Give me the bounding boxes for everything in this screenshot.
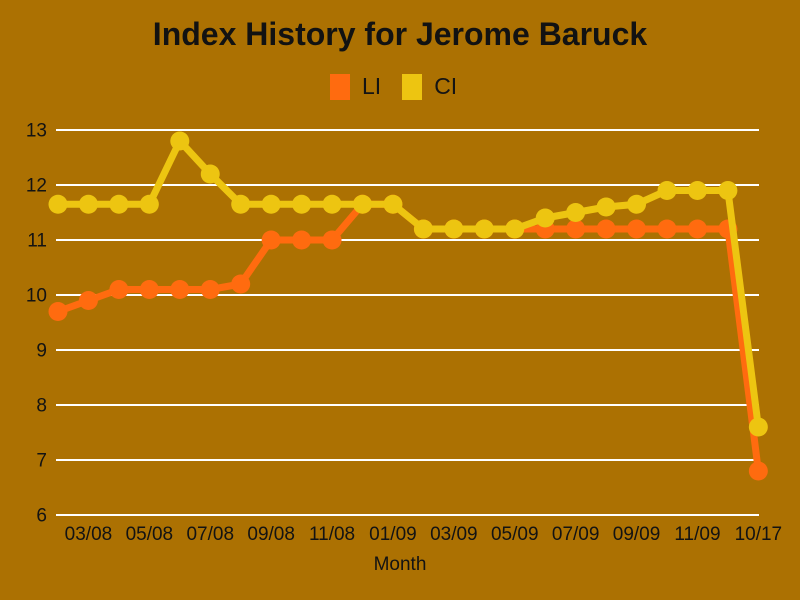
data-point-ci <box>139 194 159 214</box>
x-tick-label: 11/09 <box>674 524 720 545</box>
x-tick-label: 03/08 <box>65 524 113 545</box>
data-point-ci <box>200 164 220 184</box>
data-point-li <box>657 219 677 239</box>
data-point-li <box>78 291 98 310</box>
data-point-ci <box>109 194 129 214</box>
data-point-li <box>261 230 281 250</box>
data-point-li <box>322 230 342 250</box>
data-point-li <box>627 219 647 239</box>
data-point-ci <box>718 181 738 200</box>
x-tick-label: 05/09 <box>491 524 539 545</box>
x-tick-label: 03/09 <box>430 524 478 545</box>
data-point-ci <box>627 194 647 214</box>
x-tick-label: 10/17 <box>735 524 783 545</box>
data-point-ci <box>687 181 707 200</box>
y-tick-label: 11 <box>27 231 47 252</box>
data-point-li <box>139 280 159 299</box>
x-tick-label: 01/09 <box>369 524 417 545</box>
y-tick-label: 6 <box>36 506 47 527</box>
data-point-li <box>200 280 220 299</box>
x-tick-label: 07/09 <box>552 524 600 545</box>
x-tick-label: 05/08 <box>126 524 174 545</box>
data-point-ci <box>748 417 768 437</box>
series-line-li <box>54 200 762 475</box>
x-tick-label: 09/09 <box>613 524 661 545</box>
y-tick-label: 10 <box>26 286 47 307</box>
data-point-ci <box>48 194 68 214</box>
data-point-ci <box>261 194 281 214</box>
data-point-ci <box>231 194 251 214</box>
y-tick-label: 13 <box>26 121 47 142</box>
series-line-ci <box>54 137 762 431</box>
data-point-li <box>231 274 251 294</box>
y-tick-label: 8 <box>36 396 47 417</box>
y-tick-label: 7 <box>36 451 47 472</box>
data-point-li <box>566 219 586 239</box>
data-point-ci <box>566 203 586 222</box>
data-point-li <box>170 280 190 299</box>
data-point-ci <box>383 194 403 214</box>
data-point-ci <box>657 181 677 200</box>
data-point-ci <box>535 208 555 228</box>
data-point-ci <box>413 219 433 239</box>
data-point-ci <box>474 219 494 239</box>
data-point-ci <box>292 194 312 214</box>
legend: LI CI <box>330 73 478 100</box>
data-point-li <box>109 280 129 299</box>
y-tick-label: 12 <box>26 176 47 197</box>
data-point-ci <box>505 219 525 239</box>
x-axis-title: Month <box>373 554 427 575</box>
data-point-li <box>687 219 707 239</box>
data-point-ci <box>322 194 342 214</box>
x-tick-label: 07/08 <box>186 524 234 545</box>
data-point-ci <box>596 197 616 217</box>
legend-label-li: LI <box>362 73 382 99</box>
data-point-ci <box>170 131 190 151</box>
data-point-li <box>48 302 68 321</box>
data-point-ci <box>78 194 98 214</box>
data-point-ci <box>444 219 464 239</box>
x-tick-label: 09/08 <box>247 524 295 545</box>
legend-swatch-ci <box>402 73 423 100</box>
data-point-li <box>292 230 312 250</box>
data-point-li <box>596 219 616 239</box>
legend-label-ci: CI <box>434 73 458 99</box>
y-tick-label: 9 <box>36 341 47 362</box>
chart-title: Index History for Jerome Baruck <box>152 16 648 52</box>
legend-swatch-li <box>330 73 350 100</box>
data-point-li <box>748 461 768 481</box>
data-point-ci <box>353 194 372 214</box>
x-tick-label: 11/08 <box>309 524 355 545</box>
